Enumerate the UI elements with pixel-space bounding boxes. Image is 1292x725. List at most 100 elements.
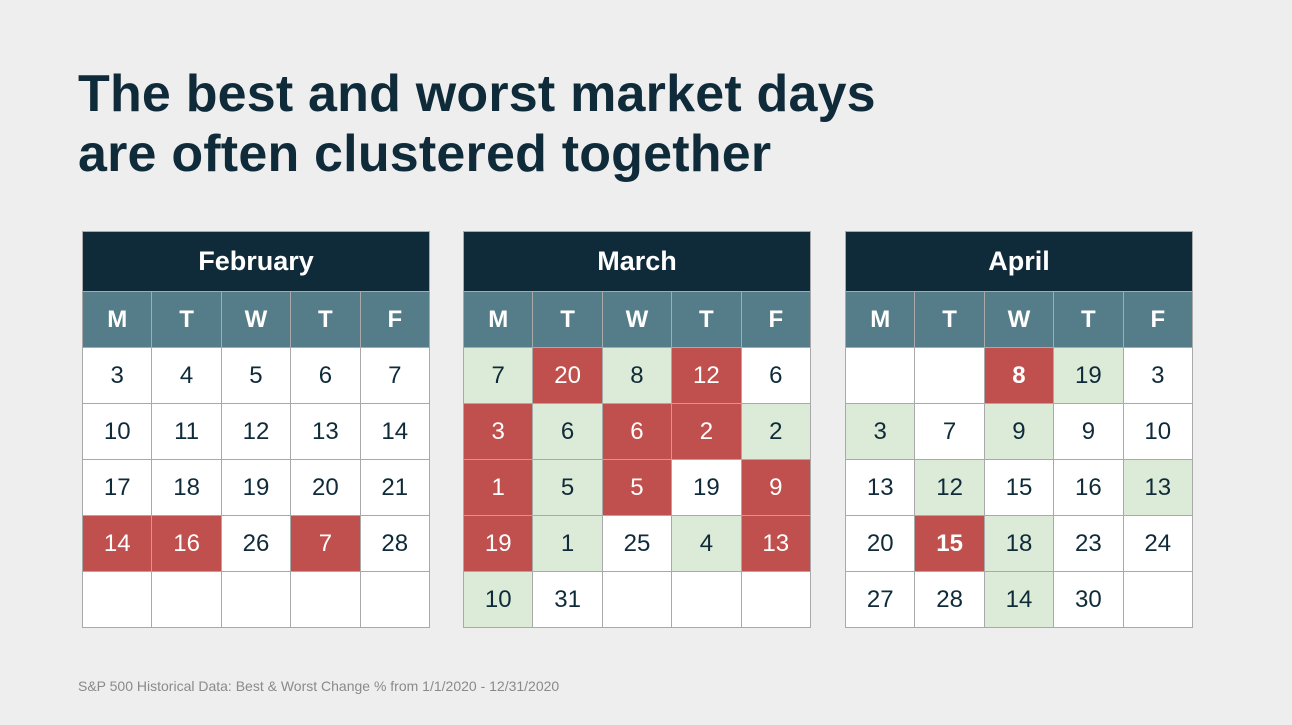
weekday-header: W xyxy=(220,291,292,348)
worst-day-cell: 20 xyxy=(532,347,603,404)
title-line-2: are often clustered together xyxy=(78,125,772,183)
weekday-header: T xyxy=(1053,291,1124,348)
day-cell: 6 xyxy=(290,347,361,404)
week-row: 10 31 xyxy=(462,571,812,628)
worst-day-cell: 15 xyxy=(914,515,985,572)
day-cell: 13 xyxy=(844,459,916,516)
month-name: February xyxy=(82,231,430,292)
day-cell: 18 xyxy=(151,459,222,516)
weekday-header: T xyxy=(914,291,985,348)
empty-day-cell xyxy=(844,347,916,404)
weekday-header: M xyxy=(462,291,534,348)
best-day-cell: 9 xyxy=(983,403,1055,460)
best-day-cell: 14 xyxy=(983,571,1055,628)
weekday-header: W xyxy=(983,291,1055,348)
page-title: The best and worst market days are often… xyxy=(78,64,876,184)
weekday-header: W xyxy=(601,291,673,348)
best-day-cell: 7 xyxy=(462,347,534,404)
week-row: 27 28 14 30 xyxy=(844,571,1194,628)
best-day-cell: 8 xyxy=(601,347,673,404)
week-row: 13 12 15 16 13 xyxy=(844,459,1194,516)
empty-day-cell xyxy=(1122,571,1194,628)
day-cell: 7 xyxy=(359,347,431,404)
day-cell: 7 xyxy=(914,403,985,460)
best-day-cell: 18 xyxy=(983,515,1055,572)
month-name: April xyxy=(845,231,1193,292)
day-cell: 13 xyxy=(290,403,361,460)
day-cell: 10 xyxy=(81,403,153,460)
worst-day-cell: 16 xyxy=(151,515,222,572)
best-day-cell: 13 xyxy=(1122,459,1194,516)
day-cell: 3 xyxy=(1122,347,1194,404)
week-row: 14 16 26 7 28 xyxy=(81,515,431,572)
worst-day-cell: 1 xyxy=(462,459,534,516)
worst-day-cell: 9 xyxy=(740,459,812,516)
day-cell: 19 xyxy=(671,459,742,516)
day-cell: 12 xyxy=(220,403,292,460)
weekday-header: T xyxy=(671,291,742,348)
weekday-header: M xyxy=(844,291,916,348)
day-cell: 6 xyxy=(740,347,812,404)
calendar-march: March M T W T F 7 20 8 12 6 3 6 6 2 2 1 5 5 19 9 19 1 25 4 13 10 31 xyxy=(462,231,812,628)
week-row: 10 11 12 13 14 xyxy=(81,403,431,460)
worst-day-cell: 7 xyxy=(290,515,361,572)
calendar-february: February M T W T F 3 4 5 6 7 10 11 12 13 14 17 18 19 20 21 14… xyxy=(81,231,431,628)
empty-day-cell xyxy=(151,571,222,628)
day-cell: 28 xyxy=(359,515,431,572)
day-cell: 11 xyxy=(151,403,222,460)
day-cell: 15 xyxy=(983,459,1055,516)
weekday-header: T xyxy=(151,291,222,348)
week-row: 1 5 5 19 9 xyxy=(462,459,812,516)
day-cell: 3 xyxy=(81,347,153,404)
weekday-header: F xyxy=(359,291,431,348)
week-row: 8 19 3 xyxy=(844,347,1194,404)
worst-day-cell: 8 xyxy=(983,347,1055,404)
weekday-header: F xyxy=(740,291,812,348)
day-cell: 10 xyxy=(1122,403,1194,460)
best-day-cell: 4 xyxy=(671,515,742,572)
week-row: 3 7 9 9 10 xyxy=(844,403,1194,460)
source-footnote: S&P 500 Historical Data: Best & Worst Ch… xyxy=(78,678,560,694)
empty-day-cell xyxy=(220,571,292,628)
week-row xyxy=(81,571,431,628)
day-cell: 20 xyxy=(290,459,361,516)
day-cell: 31 xyxy=(532,571,603,628)
worst-day-cell: 5 xyxy=(601,459,673,516)
weekday-header: T xyxy=(532,291,603,348)
worst-day-cell: 13 xyxy=(740,515,812,572)
worst-day-cell: 3 xyxy=(462,403,534,460)
day-cell: 25 xyxy=(601,515,673,572)
week-row: 20 15 18 23 24 xyxy=(844,515,1194,572)
day-cell: 19 xyxy=(220,459,292,516)
day-cell: 14 xyxy=(359,403,431,460)
best-day-cell: 19 xyxy=(1053,347,1124,404)
week-row: 17 18 19 20 21 xyxy=(81,459,431,516)
day-cell: 26 xyxy=(220,515,292,572)
empty-day-cell xyxy=(740,571,812,628)
weekday-header: M xyxy=(81,291,153,348)
best-day-cell: 5 xyxy=(532,459,603,516)
day-cell: 17 xyxy=(81,459,153,516)
empty-day-cell xyxy=(914,347,985,404)
month-name: March xyxy=(463,231,811,292)
title-line-1: The best and worst market days xyxy=(78,65,876,123)
day-cell: 21 xyxy=(359,459,431,516)
worst-day-cell: 14 xyxy=(81,515,153,572)
day-cell: 23 xyxy=(1053,515,1124,572)
day-cell: 4 xyxy=(151,347,222,404)
month-header-row: February xyxy=(82,231,430,292)
worst-day-cell: 12 xyxy=(671,347,742,404)
best-day-cell: 12 xyxy=(914,459,985,516)
day-cell: 20 xyxy=(844,515,916,572)
week-row: 19 1 25 4 13 xyxy=(462,515,812,572)
day-cell: 9 xyxy=(1053,403,1124,460)
weekday-header: F xyxy=(1122,291,1194,348)
worst-day-cell: 19 xyxy=(462,515,534,572)
month-header-row: March xyxy=(463,231,811,292)
empty-day-cell xyxy=(81,571,153,628)
best-day-cell: 3 xyxy=(844,403,916,460)
